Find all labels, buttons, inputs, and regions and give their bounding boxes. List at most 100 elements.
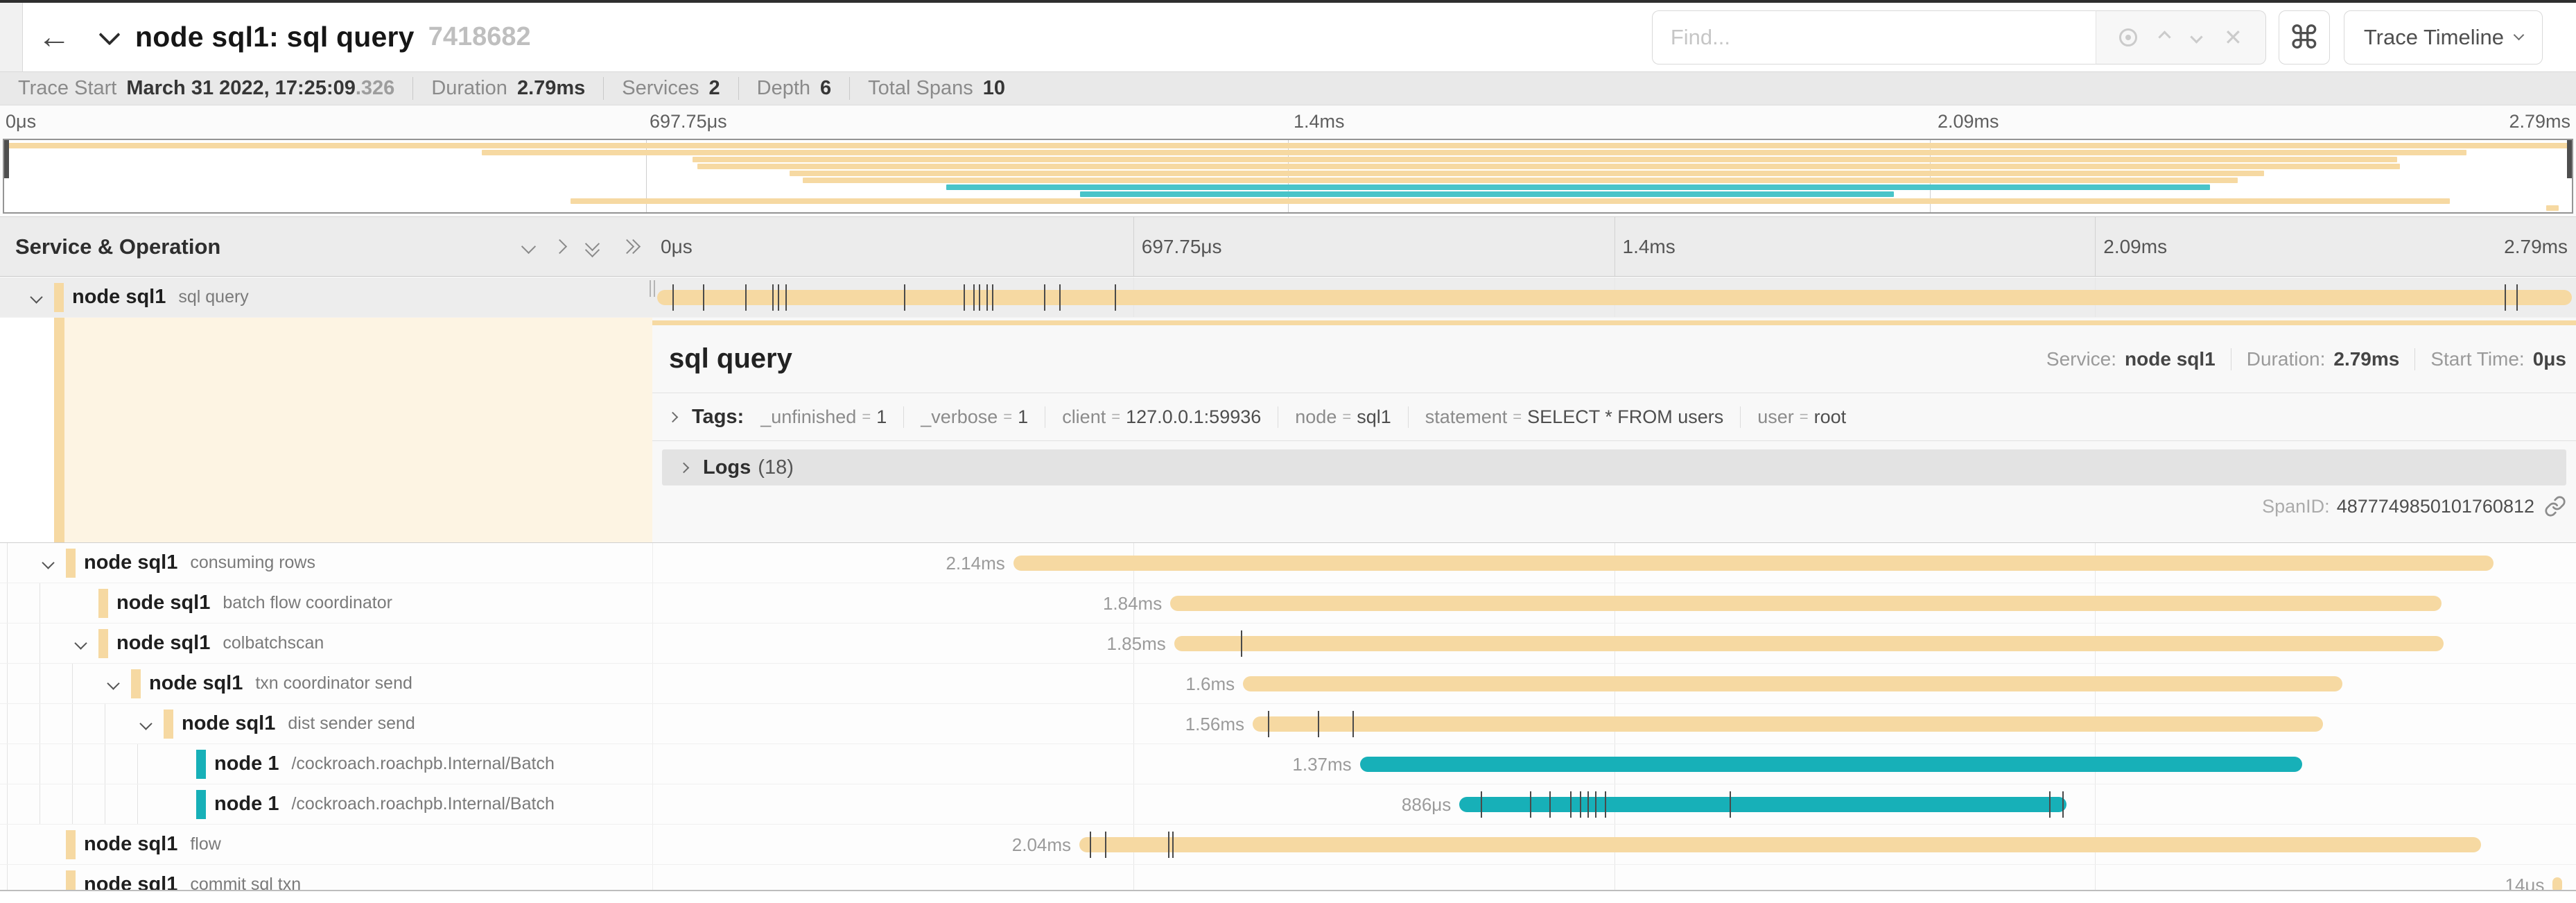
minimap-right-scrubber[interactable]: [2567, 140, 2572, 178]
axis-divider: [1133, 217, 1134, 276]
span-bar-track: [657, 277, 2572, 317]
timeline-header: Service & Operation 0μs 697.75μs 1.4ms 2.09…: [0, 216, 2576, 297]
view-selector-button[interactable]: Trace Timeline: [2343, 10, 2543, 64]
span-bar[interactable]: [1359, 757, 2302, 772]
overview-value: 0μs: [2532, 347, 2566, 370]
log-marker-tick: [963, 284, 965, 311]
focus-match-icon[interactable]: [2118, 28, 2137, 46]
span-expand-chevron-icon[interactable]: [107, 677, 120, 690]
span-bar-track: 1.85ms: [657, 624, 2572, 663]
log-marker-tick: [778, 284, 779, 311]
span-bar-cell[interactable]: 1.6ms: [652, 664, 2576, 703]
indent-guide: [7, 543, 8, 583]
span-name-cell[interactable]: node sql1 txn coordinator send: [0, 664, 652, 703]
indent-guide: [72, 704, 73, 743]
span-expand-chevron-icon[interactable]: [42, 556, 55, 569]
span-row[interactable]: node sql1 txn coordinator send 1.6ms: [0, 664, 2576, 704]
keyboard-shortcuts-button[interactable]: ⌘: [2278, 10, 2330, 64]
span-name-cell[interactable]: node 1/cockroach.roachpb.Internal/Batch: [0, 784, 652, 824]
span-service-name: node sql1: [72, 286, 166, 308]
span-bar-cell[interactable]: 886μs: [652, 784, 2576, 824]
next-result-icon[interactable]: [2190, 31, 2203, 44]
span-name-cell[interactable]: node sql1 commit sql txn: [0, 865, 652, 891]
span-name-cell[interactable]: node 1/cockroach.roachpb.Internal/Batch: [0, 744, 652, 784]
axis-divider: [2095, 217, 2096, 276]
span-bar[interactable]: [1079, 837, 2481, 852]
log-marker-tick: [745, 284, 747, 311]
span-row[interactable]: node sql1 commit sql txn 14μs: [0, 865, 2576, 891]
span-bar[interactable]: [1170, 596, 2442, 611]
find-input[interactable]: [1651, 10, 2096, 64]
indent-guide: [72, 664, 73, 703]
expand-all-icon[interactable]: [619, 239, 641, 255]
span-row[interactable]: node sql1 batch flow coordinator 1.84ms: [0, 583, 2576, 624]
service-operation-header: Service & Operation: [0, 217, 655, 297]
span-bar[interactable]: [1013, 556, 2494, 571]
deep-link-icon[interactable]: [2544, 495, 2566, 517]
collapse-all-icon[interactable]: [584, 236, 601, 257]
clear-search-icon[interactable]: ✕: [2223, 24, 2243, 50]
span-bar[interactable]: [1252, 716, 2323, 732]
span-name-cell[interactable]: node sql1 sql query: [0, 277, 652, 317]
minimap-left-scrubber[interactable]: [4, 140, 9, 178]
span-name-cell[interactable]: node sql1 dist sender send: [0, 704, 652, 743]
span-row[interactable]: node 1/cockroach.roachpb.Internal/Batch 8…: [0, 784, 2576, 825]
prev-result-icon[interactable]: [2158, 31, 2171, 44]
span-bar[interactable]: [1243, 676, 2342, 691]
summary-value: 2: [708, 77, 720, 99]
span-logs-accordion[interactable]: Logs (18): [662, 449, 2566, 485]
span-bar-cell[interactable]: 14μs: [652, 865, 2576, 890]
axis-tick-label: 1.4ms: [1622, 235, 1676, 257]
span-bar[interactable]: [657, 290, 2572, 305]
span-bar[interactable]: [1459, 797, 2066, 812]
span-bar-cell[interactable]: 1.85ms: [652, 624, 2576, 663]
span-name-cell[interactable]: node sql1 consuming rows: [0, 543, 652, 583]
span-bar-cell[interactable]: 2.14ms: [652, 543, 2576, 583]
span-name-cell[interactable]: node sql1 batch flow coordinator: [0, 583, 652, 623]
span-detail-color-strip: [54, 318, 64, 542]
span-bar-cell[interactable]: [652, 277, 2576, 317]
span-bar[interactable]: [1174, 636, 2444, 651]
span-operation-name: /cockroach.roachpb.Internal/Batch: [291, 754, 555, 773]
span-operation-name: batch flow coordinator: [223, 593, 392, 612]
log-marker-tick: [2505, 284, 2507, 311]
log-marker-tick: [672, 284, 675, 311]
span-bar-cell[interactable]: 1.37ms: [652, 744, 2576, 784]
span-tags-accordion[interactable]: Tags: _unfinished = 1 _verbose = 1 client = 127.…: [652, 393, 2576, 441]
span-name-cell[interactable]: node sql1 flow: [0, 825, 652, 864]
overview-label: Start Time:: [2430, 347, 2525, 370]
axis-tick-label: 2.79ms: [2504, 235, 2568, 257]
span-bar-cell[interactable]: 1.84ms: [652, 583, 2576, 623]
span-bar-cell[interactable]: 2.04ms: [652, 825, 2576, 864]
axis-tick-label: 697.75μs: [1141, 235, 1222, 257]
span-duration-label: 2.04ms: [1011, 834, 1072, 855]
span-bar[interactable]: [2552, 877, 2563, 890]
span-row[interactable]: node sql1 consuming rows 2.14ms: [0, 543, 2576, 583]
log-marker-tick: [1480, 791, 1482, 818]
column-resize-grip[interactable]: [647, 280, 658, 297]
span-row[interactable]: node sql1 dist sender send 1.56ms: [0, 704, 2576, 744]
span-expand-chevron-icon[interactable]: [74, 637, 87, 650]
span-name-cell[interactable]: node sql1 colbatchscan: [0, 624, 652, 663]
span-row[interactable]: node sql1 colbatchscan 1.85ms: [0, 624, 2576, 664]
tag-key: _verbose: [921, 406, 998, 427]
overview-item: Duration: 2.79ms: [2230, 347, 2399, 370]
chevron-down-icon: [2513, 29, 2525, 41]
span-bar-cell[interactable]: 1.56ms: [652, 704, 2576, 743]
expand-one-icon[interactable]: [552, 239, 568, 255]
indent-guide: [137, 784, 138, 824]
span-expand-chevron-icon[interactable]: [139, 717, 153, 730]
trace-collapse-chevron-icon[interactable]: [98, 23, 121, 46]
span-operation-name: commit sql txn: [190, 875, 302, 891]
span-service-name: node sql1: [84, 873, 178, 891]
span-row[interactable]: node sql1 sql query: [0, 277, 2576, 318]
span-row[interactable]: node sql1 flow 2.04ms: [0, 825, 2576, 865]
log-marker-tick: [992, 284, 994, 311]
span-expand-chevron-icon[interactable]: [30, 291, 43, 304]
span-row[interactable]: node 1/cockroach.roachpb.Internal/Batch 1…: [0, 744, 2576, 784]
overview-value: node sql1: [2125, 347, 2216, 370]
minimap-canvas[interactable]: [3, 139, 2573, 214]
back-button[interactable]: ←: [23, 3, 85, 71]
collapse-one-icon[interactable]: [521, 239, 537, 255]
